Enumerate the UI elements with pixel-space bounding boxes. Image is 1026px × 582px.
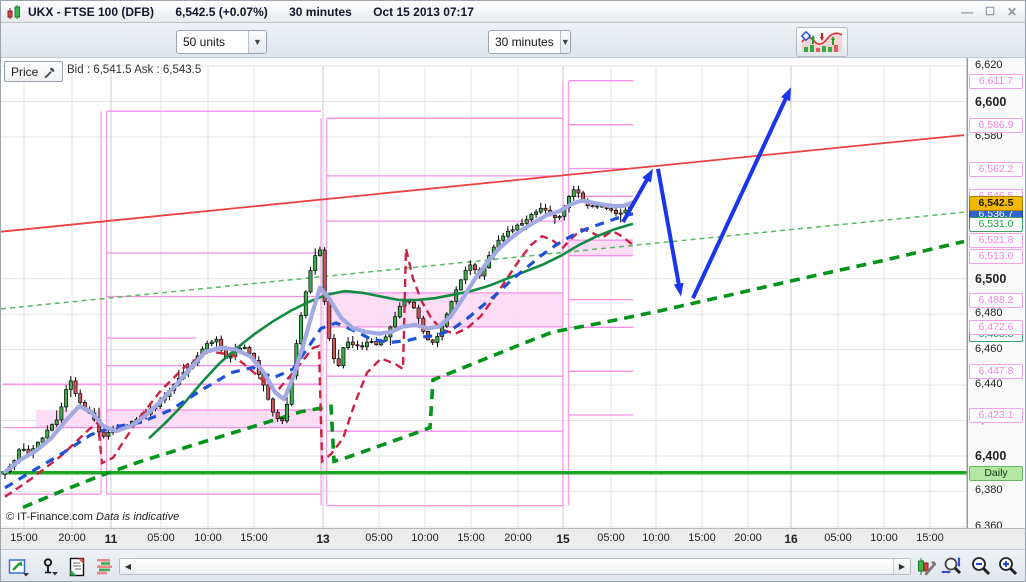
zoom-out-icon	[972, 557, 991, 576]
y-axis-price-label: 6,513.0	[969, 248, 1023, 264]
zoom-fit-icon	[941, 557, 962, 575]
zoom-out-button[interactable]	[969, 556, 993, 578]
cursor-tool-icon	[43, 558, 58, 576]
cursor-tool-button[interactable]	[37, 556, 61, 578]
close-icon[interactable]: ✕	[1006, 5, 1017, 19]
x-axis-tick-label: 10:00	[411, 532, 439, 544]
y-axis-tick-label: 6,380	[975, 484, 1003, 497]
title-datetime: Oct 15 2013 07:17	[373, 4, 474, 19]
y-axis-tick-label: 6,480	[975, 307, 1003, 320]
chevron-down-icon[interactable]: ▼	[559, 31, 570, 53]
y-axis-price-label: 6,562.2	[969, 161, 1023, 177]
x-axis-tick-label: 15:00	[688, 532, 716, 544]
x-axis-tick-label: 11	[104, 532, 118, 546]
x-axis-tick-label: 05:00	[365, 532, 393, 544]
y-axis-tick-label: 6,400	[975, 449, 1007, 463]
x-axis-tick-label: 10:00	[870, 532, 898, 544]
bottom-toolbar: ◀ ▶	[1, 549, 1025, 581]
title-instrument: UKX - FTSE 100 (DFB)	[28, 4, 155, 19]
chart-settings-icon	[918, 558, 936, 576]
scroll-right-arrow-icon[interactable]: ▶	[893, 559, 910, 574]
export-chart-icon	[8, 559, 29, 577]
x-axis-tick-label: 16	[784, 532, 798, 546]
zoom-fit-button[interactable]	[941, 556, 965, 578]
bid-ask-readout: Bid : 6,541.5 Ask : 6,543.5	[67, 64, 202, 76]
copyright-note: © IT-Finance.com Data is indicative	[6, 511, 180, 523]
x-axis-tick-label: 20:00	[504, 532, 532, 544]
report-icon	[69, 557, 85, 577]
y-axis-price-label: 6,611.7	[969, 73, 1023, 89]
chart-settings-button[interactable]	[914, 556, 938, 578]
indicators-button[interactable]	[796, 27, 848, 57]
report-button[interactable]	[65, 556, 89, 578]
y-axis-tick-label: 6,600	[975, 94, 1007, 109]
y-axis-price-label: 6,472.6	[969, 320, 1023, 336]
minimize-icon[interactable]: —	[961, 5, 974, 19]
x-axis-tick-label: 13	[316, 532, 330, 546]
x-axis-tick-label: 20:00	[734, 532, 762, 544]
title-timeframe: 30 minutes	[289, 4, 352, 19]
y-axis-price-label: 6,531.0	[969, 216, 1023, 232]
units-dropdown-value: 50 units	[183, 35, 226, 49]
time-axis[interactable]: 15:00 20:00 11 05:00 10:00 15:00 13 05:00 10:00 1…	[1, 528, 1025, 549]
x-axis-tick-label: 15:00	[240, 532, 268, 544]
x-axis-tick-label: 15	[556, 532, 570, 546]
y-axis-price-label: Daily	[969, 465, 1023, 481]
chart-area[interactable]: 6,6206,6006,5806,5006,4806,4606,4406,420…	[1, 58, 1025, 532]
x-axis-tick-label: 05:00	[147, 532, 175, 544]
y-axis-price-label: 6,447.8	[969, 364, 1023, 380]
window-title: UKX - FTSE 100 (DFB) 6,542.5 (+0.07%) 30…	[28, 5, 492, 19]
x-axis-tick-label: 20:00	[58, 532, 86, 544]
scrollbar-thumb[interactable]	[136, 559, 894, 574]
y-axis-tick-label: 6,460	[975, 342, 1003, 355]
timeframe-dropdown[interactable]: 30 minutes ▼	[488, 30, 571, 54]
top-toolbar: 50 units ▼ 30 minutes ▼	[1, 23, 1025, 58]
x-axis-tick-label: 05:00	[597, 532, 625, 544]
candlesticks	[3, 185, 633, 480]
x-axis-tick-label: 10:00	[194, 532, 222, 544]
y-axis-tick-label: 6,500	[975, 271, 1007, 286]
zoom-in-button[interactable]	[996, 556, 1020, 578]
chevron-down-icon[interactable]: ▼	[248, 31, 266, 53]
chart-scrollbar[interactable]: ◀ ▶	[119, 558, 911, 575]
x-axis-tick-label: 15:00	[457, 532, 485, 544]
y-axis-tick-label: 6,440	[975, 378, 1003, 391]
candlestick-app-icon	[7, 4, 20, 19]
title-price: 6,542.5 (+0.07%)	[175, 4, 268, 19]
y-axis-price-label: 6,521.8	[969, 233, 1023, 249]
timeframe-dropdown-value: 30 minutes	[495, 35, 554, 49]
x-axis-tick-label: 15:00	[10, 532, 38, 544]
y-axis-tick-label: 6,580	[975, 129, 1003, 142]
x-axis-tick-label: 15:00	[916, 532, 944, 544]
scroll-left-arrow-icon[interactable]: ◀	[120, 559, 137, 574]
export-chart-button[interactable]	[7, 556, 31, 578]
wrench-icon	[45, 67, 55, 78]
zoom-in-icon	[999, 557, 1018, 576]
x-axis-tick-label: 10:00	[642, 532, 670, 544]
x-axis-tick-label: 05:00	[824, 532, 852, 544]
y-axis-price-label: 6,586.9	[969, 117, 1023, 133]
y-axis-price-label: 6,542.5	[969, 196, 1023, 212]
maximize-icon[interactable]: ☐	[985, 6, 995, 18]
indicator-chart-icon	[801, 31, 843, 52]
market-depth-icon	[97, 559, 112, 575]
y-axis-price-label: 6,423.1	[969, 408, 1023, 423]
y-axis-price-label: 6,488.2	[969, 292, 1023, 308]
units-dropdown[interactable]: 50 units ▼	[176, 30, 267, 54]
y-axis-tick-label: 6,620	[975, 59, 1003, 71]
price-pane-label: Price	[11, 64, 39, 79]
window-controls: — ☐ ✕	[961, 1, 1017, 23]
title-bar: UKX - FTSE 100 (DFB) 6,542.5 (+0.07%) 30…	[1, 1, 1025, 23]
price-pane-button[interactable]: Price	[4, 61, 64, 82]
market-depth-button[interactable]	[93, 556, 117, 578]
